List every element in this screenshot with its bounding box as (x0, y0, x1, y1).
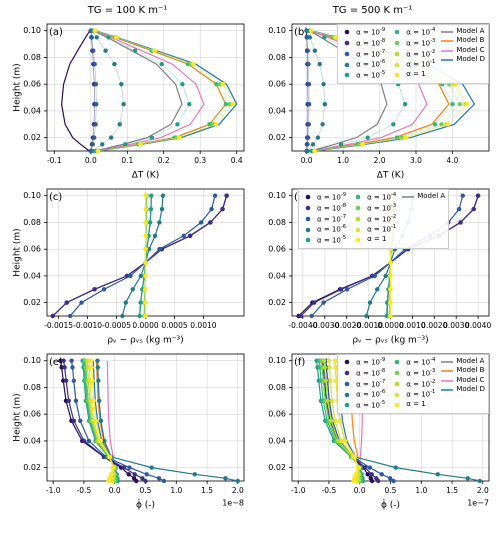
panel-f: -1.0 -0.5 0.0 0.5 1.0 1.5 2.0 0.02 0.04 0.06 0.08 0… (250, 346, 495, 511)
svg-text:0.02: 0.02 (23, 463, 41, 472)
svg-text:-0.5: -0.5 (77, 486, 92, 495)
svg-text:0.04: 0.04 (268, 436, 286, 445)
svg-text:2.0: 2.0 (477, 486, 489, 495)
svg-text:0.08: 0.08 (268, 383, 286, 392)
svg-text:0.08: 0.08 (23, 383, 41, 392)
svg-text:ΔT (K): ΔT (K) (132, 171, 159, 181)
svg-text:-0.0015: -0.0015 (44, 321, 73, 330)
svg-text:ϕ̇ (-): ϕ̇ (-) (381, 499, 400, 511)
svg-text:0.0: 0.0 (85, 156, 97, 165)
svg-text:0.10: 0.10 (23, 356, 41, 365)
svg-text:ρᵥ − ρᵥₛ (kg m⁻³): ρᵥ − ρᵥₛ (kg m⁻³) (107, 336, 183, 346)
svg-text:0.02: 0.02 (268, 298, 286, 307)
svg-text:0.5: 0.5 (140, 486, 152, 495)
svg-text:0.0010: 0.0010 (190, 321, 216, 330)
svg-text:-1.0: -1.0 (46, 486, 61, 495)
svg-text:Height (m): Height (m) (13, 63, 23, 111)
svg-text:-0.5: -0.5 (322, 486, 337, 495)
svg-text:0.02: 0.02 (268, 463, 286, 472)
svg-text:0.10: 0.10 (23, 26, 41, 35)
svg-text:0.06: 0.06 (268, 245, 286, 254)
svg-text:0.0000: 0.0000 (132, 321, 158, 330)
svg-text:0.04: 0.04 (23, 436, 41, 445)
svg-text:0.06: 0.06 (23, 245, 41, 254)
svg-text:0.06: 0.06 (268, 80, 286, 89)
row-ef: -1.0 -0.5 0.0 0.5 1.0 1.5 2.0 0.02 0.04 0.06 0.08 0… (5, 346, 495, 511)
svg-text:0.06: 0.06 (23, 80, 41, 89)
svg-text:0.0005: 0.0005 (161, 321, 187, 330)
svg-text:(a): (a) (49, 27, 63, 38)
svg-text:0.06: 0.06 (23, 410, 41, 419)
svg-text:0.0040: 0.0040 (465, 321, 491, 330)
svg-text:(f): (f) (294, 357, 305, 368)
svg-text:0.08: 0.08 (268, 53, 286, 62)
title-left: TG = 100 K m⁻¹ (5, 5, 250, 16)
svg-text:3.0: 3.0 (410, 156, 422, 165)
svg-text:2.0: 2.0 (232, 486, 244, 495)
svg-text:0.3: 0.3 (194, 156, 206, 165)
svg-text:0.04: 0.04 (268, 271, 286, 280)
panel-b: 0.0 1.0 2.0 3.0 4.0 0.02 0.04 0.06 0.08 0.10 ΔT (K… (250, 16, 495, 181)
svg-text:0.06: 0.06 (268, 410, 286, 419)
svg-text:0.08: 0.08 (23, 218, 41, 227)
title-right: TG = 500 K m⁻¹ (250, 5, 495, 16)
legend-alpha-models: α = 10-9α = 10-8α = 10-7α = 10-6α = 10-5… (337, 24, 489, 84)
legend-alpha-modela: α = 10-9α = 10-8α = 10-7α = 10-6α = 10-5… (298, 189, 449, 249)
svg-text:0.08: 0.08 (268, 218, 286, 227)
svg-text:0.02: 0.02 (23, 133, 41, 142)
panel-c: -0.0015-0.0010-0.00050.00000.00050.0010 0… (5, 181, 250, 346)
svg-text:0.10: 0.10 (268, 356, 286, 365)
column-titles: TG = 100 K m⁻¹ TG = 500 K m⁻¹ (5, 5, 495, 16)
svg-text:0.1: 0.1 (121, 156, 133, 165)
svg-text:0.02: 0.02 (268, 133, 286, 142)
svg-text:1e−8: 1e−8 (222, 499, 244, 508)
svg-text:-0.1: -0.1 (47, 156, 62, 165)
svg-text:-0.0005: -0.0005 (102, 321, 131, 330)
row-ab: -0.1 0.0 0.1 0.2 0.3 0.4 0.02 0.04 0.06 0.08 0.10 Δ… (5, 16, 495, 181)
svg-text:1.0: 1.0 (337, 156, 349, 165)
svg-text:(c): (c) (49, 192, 62, 203)
svg-text:0.0: 0.0 (354, 486, 366, 495)
svg-text:0.04: 0.04 (23, 106, 41, 115)
svg-text:0.10: 0.10 (23, 191, 41, 200)
svg-text:1.5: 1.5 (201, 486, 213, 495)
svg-text:0.10: 0.10 (268, 191, 286, 200)
svg-text:Height (m): Height (m) (13, 393, 23, 441)
svg-text:0.2: 0.2 (158, 156, 170, 165)
svg-text:0.10: 0.10 (268, 26, 286, 35)
svg-text:-0.0010: -0.0010 (73, 321, 102, 330)
svg-text:0.02: 0.02 (23, 298, 41, 307)
figure: TG = 100 K m⁻¹ TG = 500 K m⁻¹ -0.1 0.0 0.1… (5, 5, 495, 511)
panel-e: -1.0 -0.5 0.0 0.5 1.0 1.5 2.0 0.02 0.04 0.06 0.08 0… (5, 346, 250, 511)
svg-text:ρᵥ − ρᵥₛ (kg m⁻³): ρᵥ − ρᵥₛ (kg m⁻³) (352, 336, 428, 346)
svg-text:1e−7: 1e−7 (467, 499, 489, 508)
svg-text:0.4: 0.4 (231, 156, 243, 165)
svg-text:0.08: 0.08 (23, 53, 41, 62)
svg-text:2.0: 2.0 (374, 156, 386, 165)
svg-text:4.0: 4.0 (447, 156, 459, 165)
svg-text:Height (m): Height (m) (13, 228, 23, 276)
svg-text:0.04: 0.04 (23, 271, 41, 280)
svg-text:0.0: 0.0 (301, 156, 313, 165)
legend-alpha-models-f: α = 10-9α = 10-8α = 10-7α = 10-6α = 10-5… (337, 354, 489, 414)
svg-text:0.04: 0.04 (268, 106, 286, 115)
svg-text:1.5: 1.5 (446, 486, 458, 495)
svg-text:1.0: 1.0 (415, 486, 427, 495)
svg-text:ϕ̇ (-): ϕ̇ (-) (136, 499, 155, 511)
svg-text:0.0: 0.0 (109, 486, 121, 495)
svg-text:0.5: 0.5 (385, 486, 397, 495)
panel-a: -0.1 0.0 0.1 0.2 0.3 0.4 0.02 0.04 0.06 0.08 0.10 Δ… (5, 16, 250, 181)
svg-text:1.0: 1.0 (170, 486, 182, 495)
svg-text:ΔT (K): ΔT (K) (377, 171, 404, 181)
row-cd: -0.0015-0.0010-0.00050.00000.00050.0010 0… (5, 181, 495, 346)
svg-text:-1.0: -1.0 (291, 486, 306, 495)
panel-d: -0.0040-0.0030-0.0020-0.00100.00000.0010… (250, 181, 495, 346)
